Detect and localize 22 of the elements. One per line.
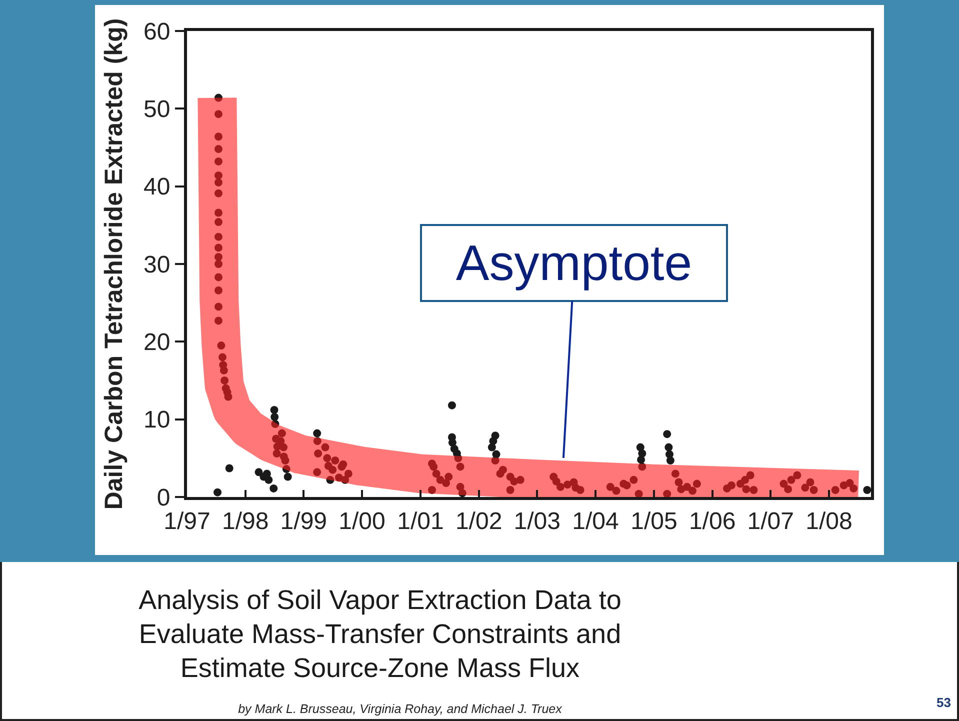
y-tick-label: 60 <box>143 18 170 46</box>
y-tick-label: 50 <box>143 96 170 124</box>
x-tick-label: 1/06 <box>688 508 736 535</box>
x-tick-label: 1/03 <box>514 508 561 535</box>
y-tick-label: 40 <box>143 174 170 201</box>
y-tick-label: 30 <box>143 251 170 278</box>
x-tick-label: 1/99 <box>280 508 328 535</box>
x-tick-label: 1/98 <box>222 508 269 535</box>
x-tick-label: 1/00 <box>338 508 386 535</box>
annotation: Asymptote <box>456 235 692 291</box>
x-tick-label: 1/08 <box>806 508 852 535</box>
x-tick-label: 1/01 <box>397 508 444 535</box>
x-tick-label: 1/05 <box>630 508 678 535</box>
y-axis-title: Daily Carbon Tetrachloride Extracted (kg) <box>100 18 128 510</box>
text: Analysis of Soil Vapor Extraction Data to Evaluate Mass-Transfer Constraints and Estimate Source-Zone Mass Flux <box>138 584 622 685</box>
x-tick-label: 1/07 <box>747 508 794 535</box>
y-tick-label: 10 <box>143 406 170 434</box>
y-tick-label: 20 <box>143 329 170 356</box>
text: by Mark L. Brusseau, Virginia Rohay, and Michael J. Truex <box>237 702 563 717</box>
x-tick-label: 1/04 <box>572 508 619 535</box>
text: 53 <box>936 695 951 710</box>
x-tick-label: 1/02 <box>455 508 502 535</box>
